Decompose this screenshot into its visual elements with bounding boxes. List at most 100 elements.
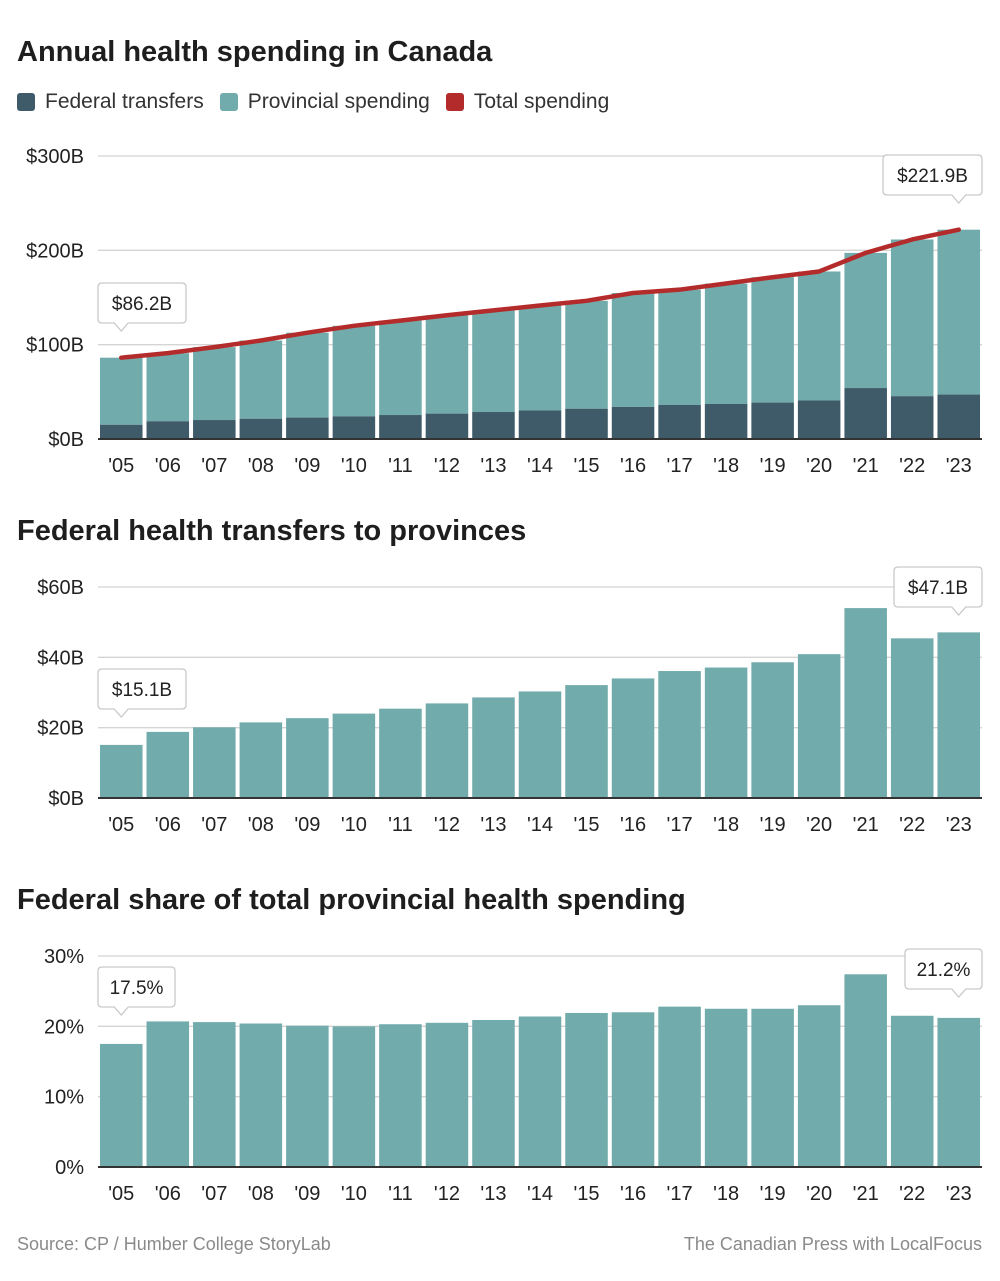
callout-label: $86.2B	[112, 294, 172, 315]
bar	[611, 1012, 655, 1167]
x-tick-label: '07	[201, 1183, 227, 1205]
bar-federal	[100, 424, 143, 439]
chart1-title: Annual health spending in Canada	[17, 36, 493, 68]
x-tick-label: '15	[573, 455, 599, 477]
legend-label-total: Total spending	[473, 90, 610, 113]
bar	[146, 731, 190, 798]
x-tick-label: '08	[248, 1183, 274, 1205]
callout-box	[97, 966, 176, 1016]
legend: Federal transfers Provincial spending To…	[17, 90, 625, 114]
callout: 17.5%	[97, 966, 176, 1016]
x-tick-label: '22	[899, 455, 925, 477]
callout-box	[97, 282, 187, 332]
y-tick-label: $40B	[37, 647, 84, 669]
x-tick-label: '23	[946, 455, 972, 477]
bar	[611, 678, 655, 798]
bar	[518, 1016, 562, 1167]
x-tick-label: '13	[480, 814, 506, 836]
legend-swatch-total	[445, 93, 464, 111]
bar-provincial	[704, 283, 748, 405]
x-tick-label: '18	[713, 455, 739, 477]
callout-box	[893, 566, 983, 616]
y-tick-label: 20%	[44, 1016, 84, 1038]
x-tick-label: '14	[527, 455, 553, 477]
bar-provincial	[844, 252, 887, 389]
bar	[797, 654, 841, 798]
x-tick-label: '08	[248, 814, 274, 836]
bar-federal	[844, 388, 887, 439]
callout-label: $15.1B	[112, 680, 172, 701]
y-tick-label: $60B	[37, 577, 84, 599]
bar-provincial	[751, 277, 794, 403]
x-tick-label: '13	[480, 455, 506, 477]
bar-provincial	[518, 305, 562, 411]
x-tick-label: '19	[760, 1183, 786, 1205]
bar-federal	[472, 412, 515, 439]
bar	[379, 1024, 422, 1167]
bar-provincial	[286, 332, 329, 418]
bar-federal	[286, 417, 329, 439]
x-tick-label: '11	[388, 814, 413, 836]
bar-federal	[937, 394, 980, 439]
bar-provincial	[100, 357, 143, 425]
x-tick-label: '21	[853, 455, 879, 477]
bar-federal	[425, 413, 469, 439]
x-tick-label: '16	[620, 1183, 646, 1205]
x-tick-label: '14	[527, 814, 553, 836]
x-tick-label: '20	[806, 455, 832, 477]
x-tick-label: '10	[341, 814, 367, 836]
bar	[286, 1025, 329, 1167]
chart-annual-spending: $0B $100B $200B $300B '05 '06 '07 '08 '09 '10 '11 '…	[26, 146, 983, 477]
x-tick-label: '16	[620, 455, 646, 477]
bar	[890, 1015, 934, 1167]
chart2-title: Federal health transfers to provinces	[17, 515, 527, 547]
bar-provincial	[472, 310, 515, 413]
x-tick-label: '20	[806, 1183, 832, 1205]
bar	[797, 1005, 841, 1167]
bar-provincial	[890, 239, 934, 397]
bar	[239, 1023, 283, 1167]
chart-federal-share: 0% 10% 20% 30% '05 '06 '07 '08 '09 '10 '11 '12 '13 '1…	[44, 946, 983, 1205]
x-tick-label: '18	[713, 814, 739, 836]
bar-federal	[565, 408, 608, 439]
bar-federal	[193, 420, 236, 439]
bar-provincial	[146, 353, 190, 422]
legend-label-provincial: Provincial spending	[247, 90, 430, 113]
callout-box	[904, 948, 983, 998]
x-tick-label: '09	[294, 814, 320, 836]
x-tick-label: '10	[341, 1183, 367, 1205]
bar-federal	[146, 421, 190, 439]
bar-provincial	[193, 347, 236, 421]
x-tick-label: '13	[480, 1183, 506, 1205]
footer-source: Source: CP / Humber College StoryLab	[17, 1234, 331, 1254]
bar	[844, 608, 887, 798]
legend-label-federal: Federal transfers	[45, 90, 204, 113]
y-tick-label: $100B	[26, 335, 84, 357]
x-tick-label: '21	[853, 1183, 879, 1205]
bar	[425, 1022, 469, 1167]
x-tick-label: '23	[946, 814, 972, 836]
bar-federal	[518, 410, 562, 439]
bar	[518, 691, 562, 798]
x-tick-label: '09	[294, 455, 320, 477]
x-tick-label: '11	[388, 1183, 413, 1205]
bar	[751, 662, 794, 798]
bar	[472, 697, 515, 798]
callout: $221.9B	[882, 154, 983, 204]
bar-provincial	[332, 325, 376, 417]
x-tick-label: '12	[434, 814, 460, 836]
x-tick-label: '14	[527, 1183, 553, 1205]
bar-provincial	[425, 315, 469, 414]
bar	[658, 1006, 701, 1167]
bar	[286, 718, 329, 798]
footer-credit: The Canadian Press with LocalFocus	[683, 1234, 982, 1254]
x-tick-label: '21	[853, 814, 879, 836]
x-tick-label: '06	[155, 455, 181, 477]
bar	[751, 1008, 794, 1167]
bar-provincial	[611, 292, 655, 407]
bar	[332, 1026, 376, 1167]
bar-federal	[797, 400, 841, 439]
bar-provincial	[565, 300, 608, 409]
bar	[565, 685, 608, 798]
callout: $47.1B	[893, 566, 983, 616]
